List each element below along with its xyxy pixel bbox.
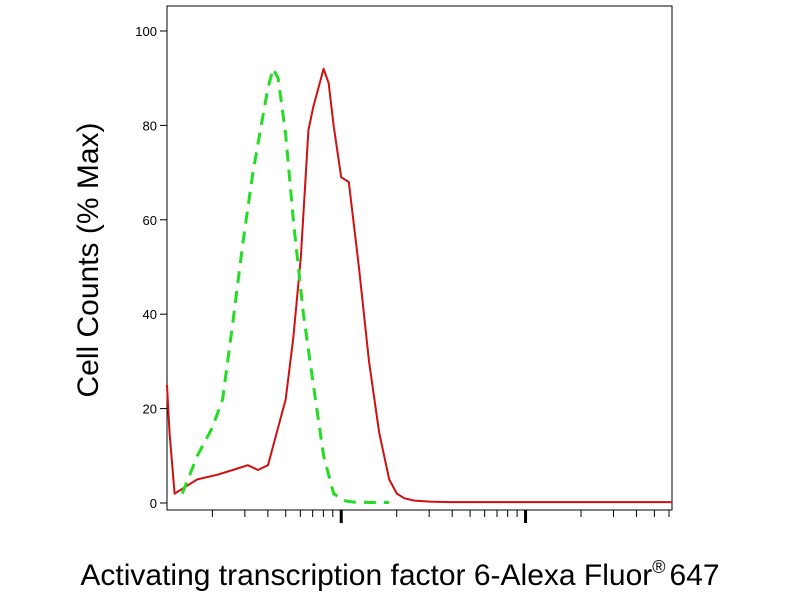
x-axis-title-main: Activating transcription factor 6-Alexa … (80, 559, 652, 592)
x-axis-title-superscript: ® (652, 557, 665, 577)
x-axis (211, 510, 670, 523)
y-axis-title: Cell Counts (% Max) (72, 122, 105, 397)
y-axis: 0 20 40 60 80 100 (135, 24, 167, 511)
series-layer (166, 67, 672, 504)
y-tick-label: 40 (143, 307, 157, 322)
series-line-2 (180, 67, 390, 504)
x-axis-title: Activating transcription factor 6-Alexa … (80, 557, 719, 592)
series-line-1 (166, 67, 672, 504)
plot-frame (166, 5, 673, 511)
y-tick-label: 20 (143, 402, 157, 417)
y-tick-label: 80 (143, 118, 157, 133)
y-tick-label: 0 (150, 496, 157, 511)
y-tick-label: 100 (135, 24, 157, 39)
x-axis-title-suffix: 647 (670, 559, 720, 592)
y-tick-label: 60 (143, 213, 157, 228)
